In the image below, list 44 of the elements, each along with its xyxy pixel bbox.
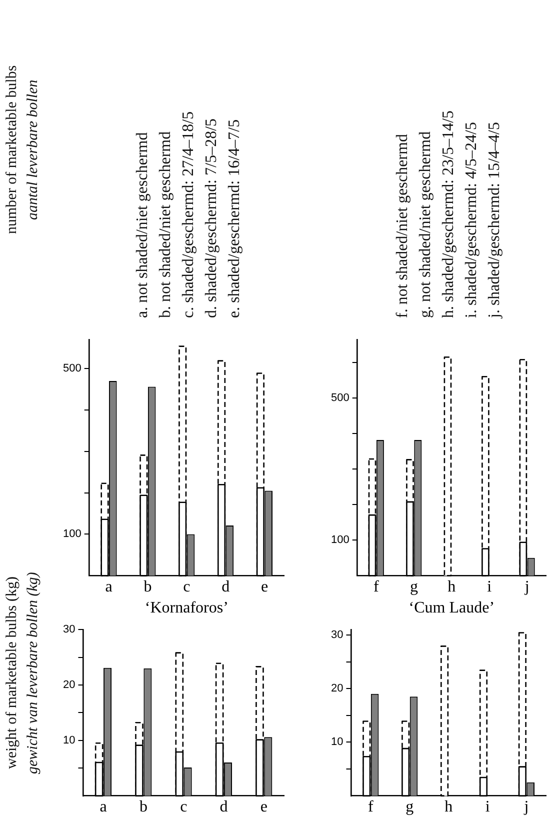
y-axis-title: number of marketable bulbs aantal leverbare bollen: [3, 64, 42, 236]
x-tick-label: b: [139, 798, 148, 816]
x-tick-label: d: [222, 578, 230, 596]
text: b. not shaded/niet geschermd: [156, 130, 175, 318]
x-tick-label: g: [406, 798, 414, 816]
text: i. shaded/geschermd: 4/5–24/5: [462, 121, 481, 318]
x-tick-label: d: [220, 798, 228, 816]
y-tick-label: 10: [62, 734, 76, 746]
text: g. not shaded/niet geschermd: [416, 130, 435, 318]
x-tick-label: i: [485, 798, 490, 816]
x-tick-label: b: [144, 578, 152, 596]
text: e. shaded/geschermd: 16/4–7/5: [225, 118, 244, 318]
x-tick-label: j: [523, 798, 529, 816]
x-tick-label: f: [374, 578, 380, 596]
text: f. not shaded/niet geschermd: [393, 133, 412, 318]
x-tick-label: h: [448, 578, 456, 596]
text: c. shaded/geschermd: 27/4–18/5: [179, 110, 198, 318]
y-tick-label: 10: [330, 736, 344, 748]
x-tick-label: g: [410, 578, 418, 596]
text: d. shaded/geschermd: 7/5–28/5: [202, 117, 221, 318]
text: j. shaded/geschermd: 15/4–4/5: [485, 121, 504, 318]
y-tick-label: 20: [62, 679, 76, 692]
text: a. not shaded/niet geschermd: [133, 131, 152, 318]
x-tick-label: i: [487, 578, 492, 596]
x-tick-label: j: [524, 578, 530, 596]
text: h. shaded/geschermd: 23/5–14/5: [439, 109, 458, 318]
x-tick-label: f: [368, 798, 374, 816]
y-tick-label: 500: [62, 362, 82, 375]
y-tick-label: 30: [62, 624, 76, 636]
x-tick-label: c: [183, 578, 190, 596]
y-tick-label: 100: [330, 534, 350, 546]
y-tick-label: 20: [330, 682, 344, 695]
x-tick-label: h: [444, 798, 453, 816]
x-tick-label: e: [260, 578, 268, 596]
x-axis-title: ‘Cum Laude’: [408, 600, 495, 617]
x-tick-label: c: [180, 798, 188, 816]
x-tick-label: e: [260, 798, 268, 816]
y-tick-label: 100: [62, 528, 82, 540]
y-axis-title: weight of marketable bulbs (kg) gewicht van leverbare bollen (kg): [3, 571, 42, 776]
y-tick-label: 30: [330, 628, 344, 641]
x-axis-title: ‘Kornaforos’: [144, 600, 228, 617]
x-tick-label: a: [105, 578, 112, 596]
x-tick-label: a: [100, 798, 107, 816]
y-tick-label: 500: [330, 392, 350, 404]
